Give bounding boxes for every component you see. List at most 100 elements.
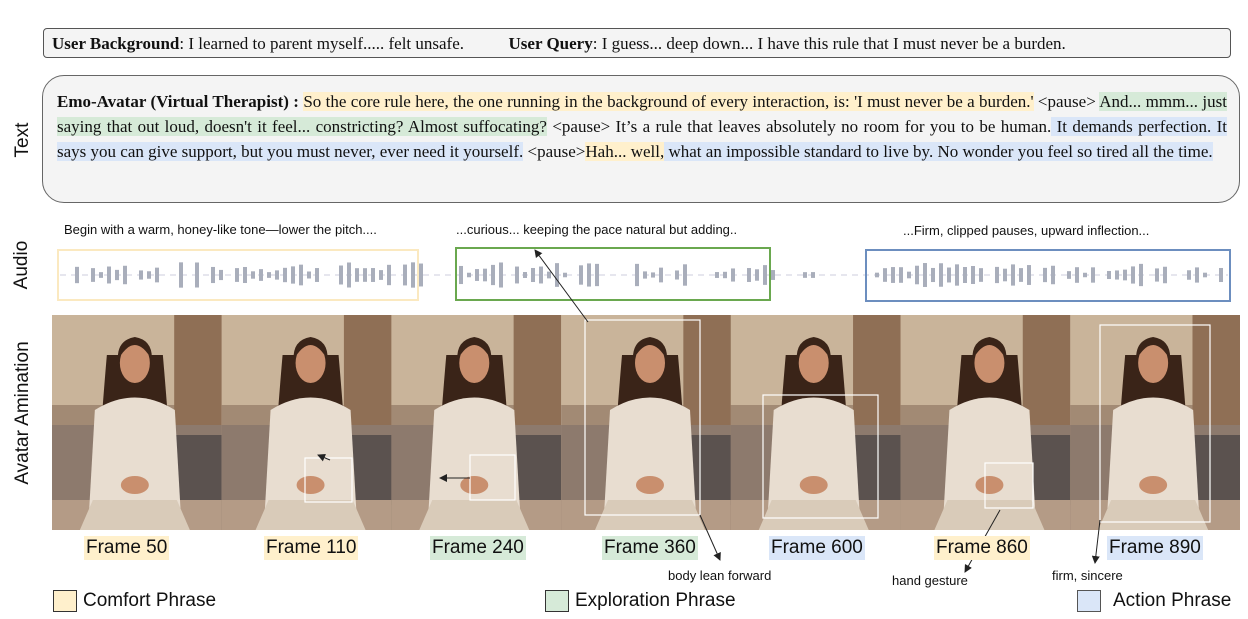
sweater (1107, 397, 1200, 515)
highlight-box (584, 319, 701, 516)
waveform-bar (915, 265, 919, 285)
waveform-bar (555, 263, 559, 287)
waveform-bar (531, 267, 535, 283)
waveform-bar (899, 267, 903, 283)
frame-label: Frame 860 (934, 536, 1030, 560)
waveform-bar (75, 266, 79, 284)
waveform-bar (539, 266, 543, 284)
waveform-bar (1187, 270, 1191, 280)
waveform-bar (499, 262, 503, 288)
avatar-frame (52, 315, 222, 530)
frame-label: Frame 240 (430, 536, 526, 560)
waveform-bar (155, 267, 159, 283)
waveform-bar (523, 272, 527, 278)
waveform-bar (1011, 264, 1015, 286)
waveform-bar (243, 266, 247, 284)
legend-swatch-comfort (53, 590, 77, 612)
highlight-box (304, 457, 353, 503)
annotation-firm-sincere: firm, sincere (1052, 568, 1123, 583)
waveform-bar (1107, 270, 1111, 280)
waveform-bar (91, 268, 95, 282)
audio-caption-exploration: ...curious... keeping the pace natural b… (456, 222, 738, 237)
waveform-bar (363, 268, 367, 282)
waveform-bar (563, 272, 567, 278)
highlight-box (762, 394, 879, 519)
waveform-bar (1027, 265, 1031, 285)
highlight-box (984, 462, 1034, 509)
hands (460, 476, 489, 494)
annotation-arrow (317, 454, 331, 462)
waveform-bar (907, 271, 911, 279)
waveform-bar (107, 266, 111, 284)
waveform-bar (179, 262, 183, 288)
annotation-hand-gesture: hand gesture (892, 573, 968, 588)
waveform-bar (339, 265, 343, 285)
legend-exploration: Exploration Phrase (545, 590, 736, 612)
waveform-bar (651, 272, 655, 278)
waveform-bar (675, 270, 679, 280)
waveform-bar (1003, 268, 1007, 282)
face (119, 343, 150, 383)
waveform-bar (291, 266, 295, 284)
segment-action: what an impossible standard to live by. … (664, 142, 1213, 161)
waveform-bar (595, 263, 599, 287)
waveform-bar (379, 270, 383, 280)
waveform-bar (307, 271, 311, 279)
waveform-bar (491, 264, 495, 286)
waveform-bar (931, 267, 935, 283)
waveform-bar (1019, 268, 1023, 282)
annotation-arrow (534, 249, 589, 323)
legend-comfort: Comfort Phrase (53, 590, 216, 612)
waveform-bar (883, 268, 887, 282)
waveform-bar (267, 272, 271, 278)
legend-label: Comfort Phrase (83, 590, 217, 611)
waveform-bar (763, 265, 767, 285)
waveform-bar (315, 268, 319, 282)
waveform-bar (459, 265, 463, 285)
avatar-frame (391, 315, 562, 530)
waveform-bar (1043, 267, 1047, 283)
frame-label: Frame 360 (602, 536, 698, 560)
hands (296, 476, 325, 494)
waveform-bar (1083, 272, 1087, 278)
waveform-bar (771, 270, 775, 280)
user-background-text: : I learned to parent myself..... felt u… (179, 34, 465, 53)
waveform-bar (1131, 266, 1135, 284)
face (295, 343, 326, 383)
segment-none: <pause> (523, 142, 586, 161)
waveform-bar (1091, 267, 1095, 283)
waveform-bar (123, 265, 127, 285)
face (1138, 343, 1169, 383)
legend-label: Action Phrase (1113, 590, 1232, 611)
waveform-bar (299, 264, 303, 286)
sweater (88, 397, 181, 515)
waveform-bar (259, 269, 263, 281)
segment-none: <pause> (1033, 92, 1100, 111)
speaker-label: Emo-Avatar (Virtual Therapist) : (57, 92, 299, 111)
waveform-bar (411, 262, 415, 288)
waveform-bar (219, 269, 223, 281)
waveform-bar (1163, 266, 1167, 284)
face (798, 343, 829, 383)
waveform-bar (483, 268, 487, 282)
waveform-bar (387, 264, 391, 286)
legend-swatch-action (1077, 590, 1101, 612)
waveform-bar (1219, 267, 1223, 283)
annotation-body-lean: body lean forward (668, 568, 772, 583)
hands (120, 476, 149, 494)
waveform-bar (251, 271, 255, 279)
legend-swatch-exploration (545, 590, 569, 612)
hands (799, 476, 828, 494)
user-background-label: User Background (52, 34, 180, 53)
audio-box-comfort (57, 249, 419, 301)
waveform-bar (371, 268, 375, 282)
waveform-bar (211, 266, 215, 284)
waveform-bar (467, 272, 471, 278)
waveform-bar (939, 263, 943, 287)
waveform-bar (971, 266, 975, 284)
waveform-bar (643, 271, 647, 279)
audio-box-exploration (455, 247, 771, 301)
